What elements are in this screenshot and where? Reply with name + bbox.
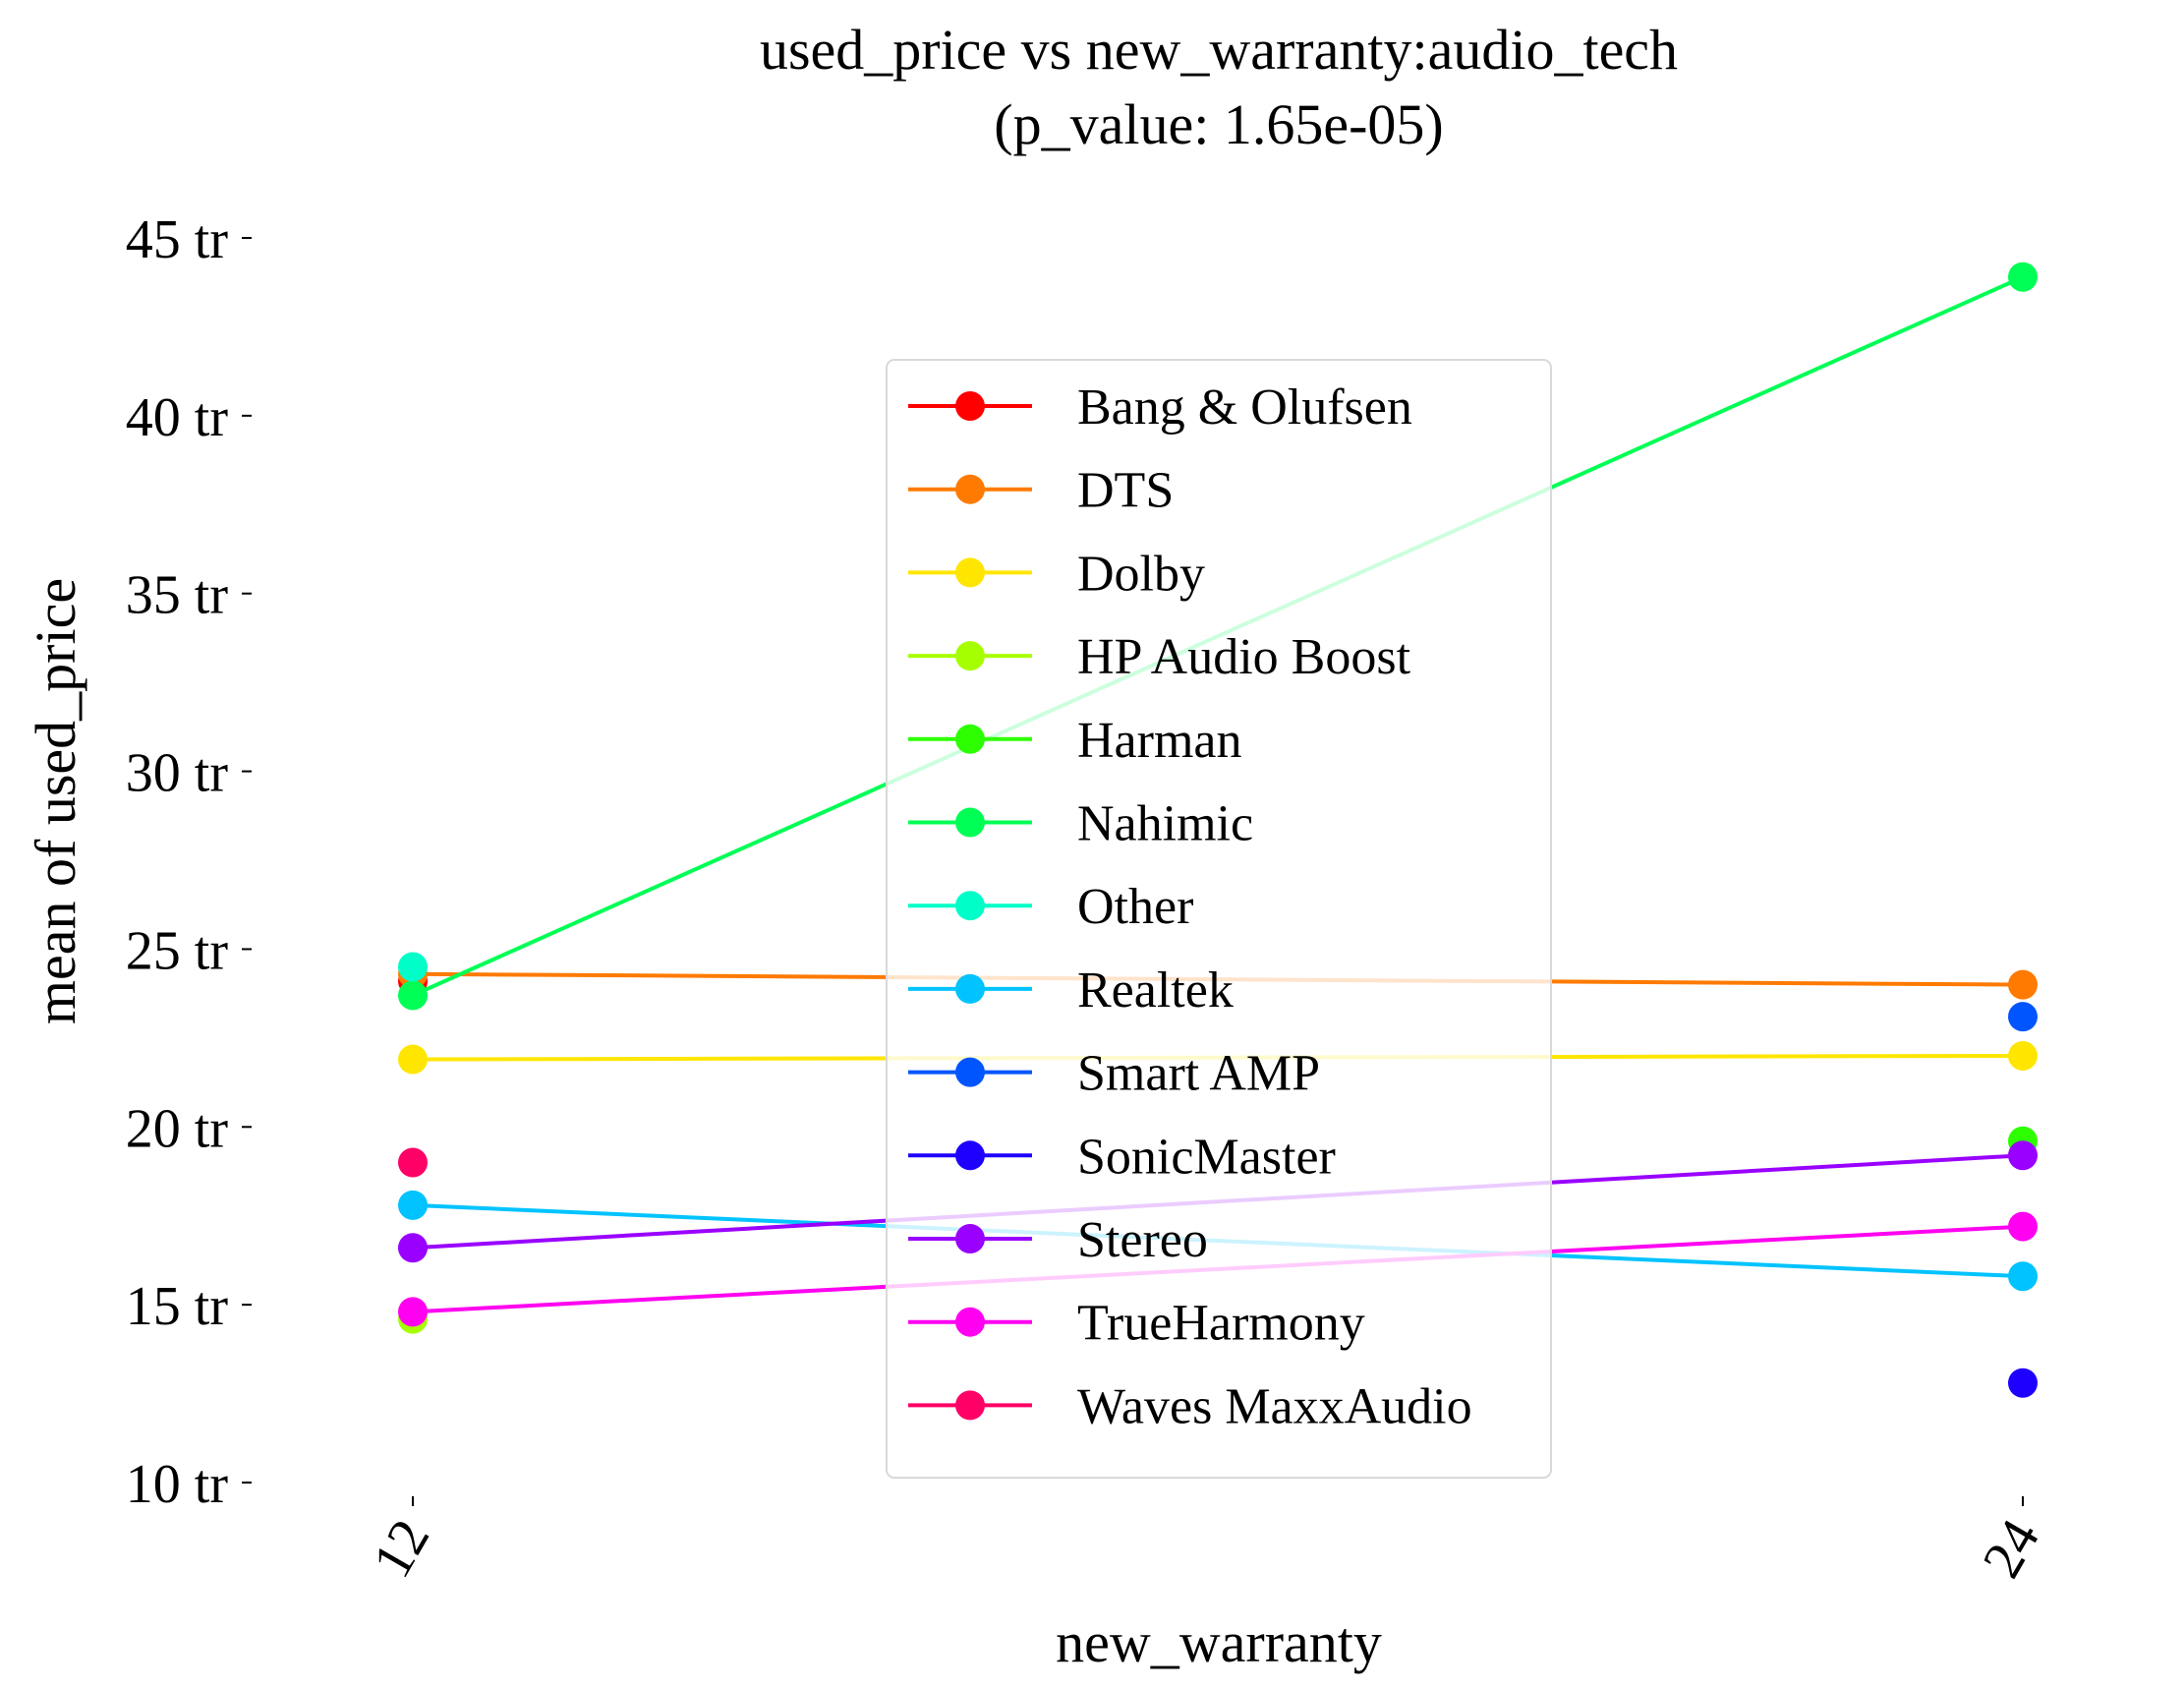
x-axis-label: new_warranty [1056,1610,1382,1674]
data-point [2008,1040,2038,1071]
legend-label: DTS [1077,463,1174,519]
series-smart-amp [2008,1002,2038,1032]
legend-label: Realtek [1077,962,1234,1019]
y-tick-label: 30 tr [126,743,229,804]
legend-label: Nahimic [1077,796,1253,852]
legend-item: Bang & Olufsen [908,379,1412,436]
legend-marker [955,1140,985,1171]
data-point [398,1044,428,1075]
series-waves-maxxaudio [398,1147,428,1178]
data-point [2008,1368,2038,1398]
x-axis: 12 24 [362,1496,2052,1588]
legend-item: Waves MaxxAudio [908,1378,1472,1434]
legend-marker [955,1390,985,1421]
y-tick-label: 25 tr [126,920,229,981]
data-point [398,952,428,982]
legend-label: SonicMaster [1077,1129,1336,1185]
legend-label: Bang & Olufsen [1077,379,1412,436]
legend-marker [955,641,985,671]
series-sonicmaster [2008,1368,2038,1398]
data-point [398,1297,428,1327]
y-axis: 10 tr 15 tr 20 tr 25 tr 30 tr 35 tr 40 tr 45 tr [126,209,252,1515]
data-point [398,1147,428,1178]
legend-marker [955,557,985,588]
data-point [398,1190,428,1220]
legend-item: SonicMaster [908,1129,1336,1185]
legend-marker [955,1307,985,1337]
data-point [2008,969,2038,1000]
legend-marker [955,891,985,921]
data-point [2008,1140,2038,1171]
data-point [2008,1261,2038,1292]
legend-item: Harman [908,713,1241,769]
chart-title-line1: used_price vs new_warranty:audio_tech [760,18,1678,82]
legend-marker [955,1224,985,1253]
legend-label: Harman [1077,713,1241,769]
legend-item: TrueHarmony [908,1296,1365,1352]
y-tick-label: 20 tr [126,1098,229,1159]
y-axis-label: mean of used_price [24,578,87,1024]
data-point [398,1233,428,1263]
legend-marker [955,1057,985,1087]
data-point [398,980,428,1011]
y-tick-label: 40 tr [126,387,229,448]
legend-marker [955,391,985,421]
y-tick-label: 45 tr [126,209,229,270]
legend-item: Other [908,879,1193,935]
legend-label: Smart AMP [1077,1046,1320,1102]
y-tick-label: 10 tr [126,1454,229,1515]
data-point [2008,1002,2038,1032]
legend-box [886,359,1552,1480]
chart-title-line2: (p_value: 1.65e-05) [994,92,1443,156]
legend-label: Waves MaxxAudio [1077,1378,1472,1434]
y-tick-label: 35 tr [126,565,229,626]
legend-label: Dolby [1077,546,1205,602]
legend-label: Other [1077,879,1193,935]
data-point [2008,262,2038,292]
legend-item: Stereo [908,1212,1208,1268]
x-tick-label: 24 [1972,1510,2052,1588]
legend-item: DTS [908,463,1174,519]
legend-item: Realtek [908,962,1234,1019]
legend-marker [955,724,985,754]
legend-marker [955,474,985,504]
legend-label: TrueHarmony [1077,1296,1365,1352]
legend: Bang & Olufsen DTS Dolby HP Audio Boost Harm… [886,359,1552,1480]
series-other [398,952,428,982]
legend-item: Smart AMP [908,1046,1320,1102]
y-tick-label: 15 tr [126,1276,229,1337]
legend-item: HP Audio Boost [908,629,1411,685]
legend-item: Dolby [908,546,1205,602]
data-point [2008,1211,2038,1242]
legend-marker [955,807,985,838]
legend-label: Stereo [1077,1212,1208,1268]
legend-item: Nahimic [908,796,1253,852]
x-tick-label: 12 [362,1510,442,1588]
legend-label: HP Audio Boost [1077,629,1411,685]
legend-marker [955,973,985,1004]
